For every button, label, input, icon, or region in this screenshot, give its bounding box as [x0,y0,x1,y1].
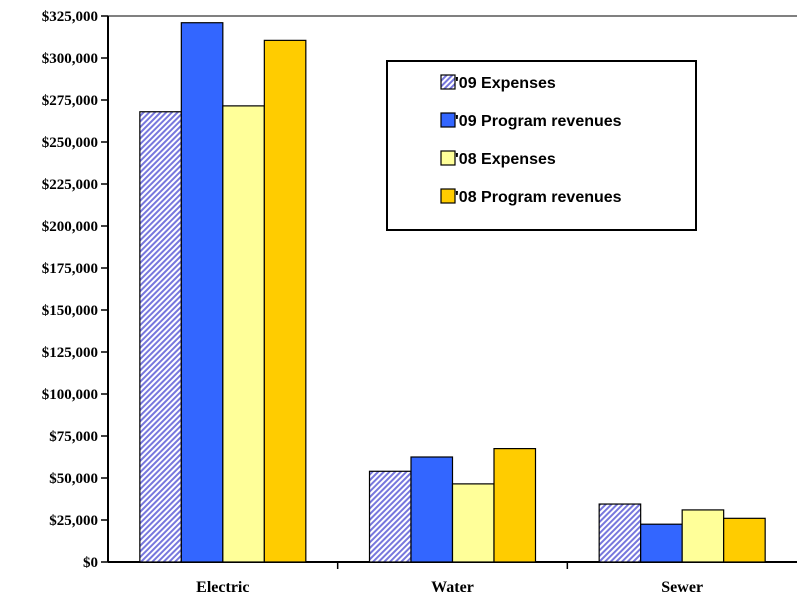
bar-4-electric [263,39,307,563]
bar-4-water [493,448,537,563]
y-tick-label: $100,000 [42,387,98,403]
bar-2-electric [180,22,224,563]
legend-label: '08 Program revenues [455,189,622,206]
y-axis: $0 $25,000 $50,000 $75,000 $100,000 $125,000 $… [42,9,109,571]
y-tick-label: $150,000 [42,303,98,319]
y-tick-label: $225,000 [42,177,98,193]
bar-1-electric [139,111,182,563]
y-tick-label: $275,000 [42,93,98,109]
x-category-label: Electric [196,579,249,596]
bar-4-sewer [723,517,766,563]
legend: '09 Expenses '09 Program revenues '08 Expe… [386,60,697,231]
y-tick-label: $0 [83,555,98,571]
bar-3-water [451,483,495,563]
bar-2-sewer [640,523,683,563]
bar-3-sewer [681,509,725,563]
bar-2-water [410,456,454,563]
x-category-label: Sewer [661,579,703,596]
legend-label: '08 Expenses [455,151,556,168]
legend-swatch [440,112,456,128]
legend-swatch [440,188,456,204]
x-axis: Electric Water Sewer [108,561,797,596]
bar-1-sewer [598,503,642,563]
legend-label: '09 Expenses [455,75,556,92]
legend-swatch [440,150,456,166]
y-tick-label: $175,000 [42,261,98,277]
x-category-label: Water [431,579,474,596]
y-tick-label: $50,000 [49,471,98,487]
y-tick-label: $75,000 [49,429,98,445]
y-tick-label: $200,000 [42,219,98,235]
legend-box [386,60,697,231]
legend-swatch [440,74,456,90]
y-tick-label: $300,000 [42,51,98,67]
bars-group [139,22,766,563]
y-tick-label: $125,000 [42,345,98,361]
bar-3-electric [222,105,265,563]
legend-label: '09 Program revenues [455,113,622,130]
y-tick-label: $250,000 [42,135,98,151]
y-tick-label: $325,000 [42,9,98,25]
bar-1-water [368,470,412,563]
y-tick-label: $25,000 [49,513,98,529]
